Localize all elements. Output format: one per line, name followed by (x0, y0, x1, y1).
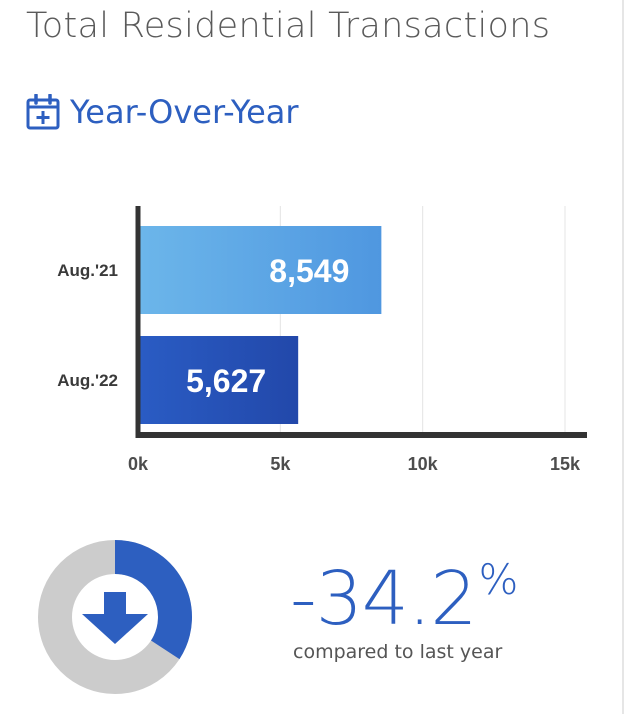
calendar-plus-icon (26, 94, 60, 130)
x-tick-label: 5k (270, 454, 291, 474)
bar-chart: 0k 5k 10k 15k Aug.'21 Aug.'22 8,549 5,627 (57, 206, 587, 474)
x-tick-label: 15k (550, 454, 581, 474)
subtitle-text: Year-Over-Year (70, 93, 299, 131)
bar-aug-21 (138, 226, 382, 314)
page-title: Total Residential Transactions (26, 6, 551, 46)
x-tick-label: 10k (408, 454, 439, 474)
x-tick-label: 0k (128, 454, 149, 474)
arrow-down-icon (82, 592, 148, 644)
bar-value-label: 5,627 (186, 363, 266, 399)
change-value: -34.2% (290, 538, 518, 641)
category-label: Aug.'22 (57, 371, 118, 390)
bar-aug-22 (138, 336, 299, 424)
change-donut (38, 540, 192, 694)
donut-fill (114, 540, 192, 660)
change-summary: -34.2% compared to last year (290, 538, 518, 663)
bar-value-label: 8,549 (269, 253, 349, 289)
category-label: Aug.'21 (57, 261, 118, 280)
panel-border (622, 0, 624, 714)
subtitle-row: Year-Over-Year (26, 90, 299, 134)
percent-sign: % (478, 555, 519, 604)
change-number: -34.2 (290, 556, 477, 642)
change-caption: compared to last year (293, 641, 503, 663)
